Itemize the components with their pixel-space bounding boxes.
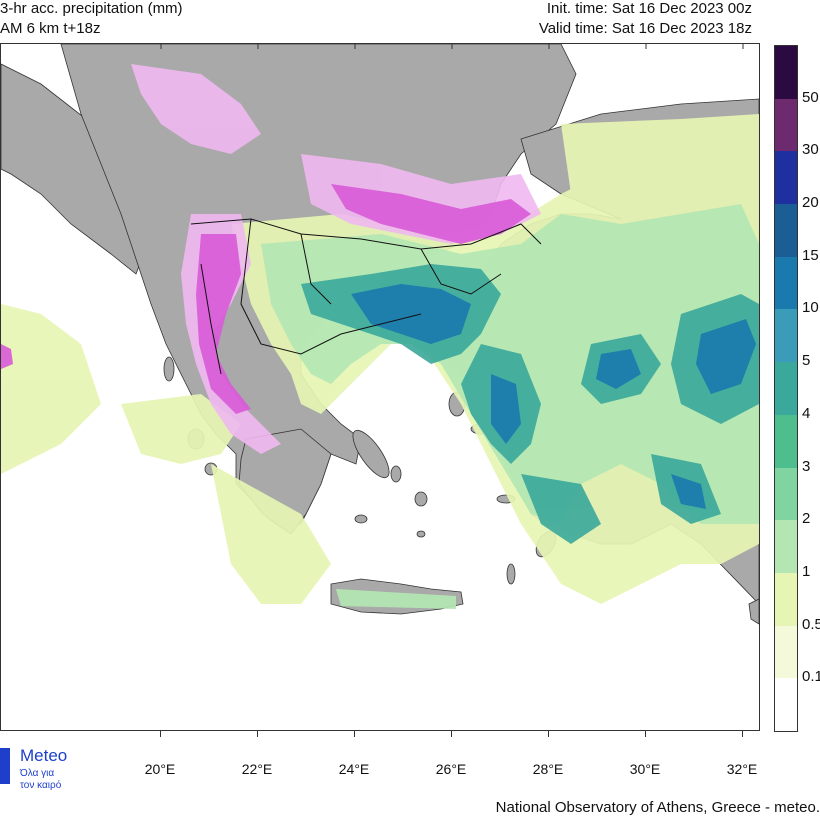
country-borders xyxy=(190,218,542,375)
init-time: Init. time: Sat 16 Dec 2023 00z xyxy=(546,0,752,17)
precipitation-map xyxy=(0,43,760,731)
land-italy xyxy=(1,63,152,275)
lon-tick xyxy=(548,731,549,737)
lon-tick xyxy=(160,731,161,737)
logo-mark-icon xyxy=(0,748,10,784)
legend-label: 3 xyxy=(802,457,811,475)
logo-name: Meteo xyxy=(20,746,68,765)
lon-label-28: 28°E xyxy=(532,761,564,777)
legend-label: 20 xyxy=(802,194,819,212)
lon-tick xyxy=(645,731,646,737)
legend-swatch xyxy=(775,204,797,257)
legend-label: 50 xyxy=(802,88,819,106)
footer-credit: National Observatory of Athens, Greece -… xyxy=(495,799,820,816)
lon-label-20: 20°E xyxy=(144,761,176,777)
legend-label: 5 xyxy=(802,352,811,370)
legend-label: 10 xyxy=(802,299,819,317)
logo-subtitle-1: Όλα για xyxy=(20,768,55,779)
top-ticks xyxy=(160,44,744,49)
lon-label-26: 26°E xyxy=(435,761,467,777)
legend-swatch xyxy=(775,46,797,99)
lon-label-22: 22°E xyxy=(241,761,273,777)
valid-time: Valid time: Sat 16 Dec 2023 18z xyxy=(538,20,752,37)
legend-swatch xyxy=(775,572,797,626)
legend-swatch xyxy=(775,309,797,363)
color-legend xyxy=(774,45,798,732)
lon-label-30: 30°E xyxy=(629,761,661,777)
legend-swatch xyxy=(775,414,797,468)
map-title: 3-hr acc. precipitation (mm) xyxy=(0,0,183,17)
legend-swatch xyxy=(775,362,797,415)
model-subtitle: AM 6 km t+18z xyxy=(0,20,101,37)
logo-subtitle-2: τον καιρό xyxy=(20,780,62,791)
lon-tick xyxy=(354,731,355,737)
land-cyprus xyxy=(748,598,759,625)
legend-swatch xyxy=(775,98,797,152)
land-andros xyxy=(390,465,402,483)
land-naxos xyxy=(414,491,428,507)
lon-tick xyxy=(742,731,743,737)
legend-label: 0.1 xyxy=(802,668,820,686)
legend-swatch xyxy=(775,256,797,310)
lon-tick xyxy=(451,731,452,737)
legend-label: 15 xyxy=(802,246,819,264)
legend-swatch xyxy=(775,520,797,573)
legend-swatch xyxy=(775,467,797,521)
land-corfu xyxy=(163,356,175,382)
legend-label: 30 xyxy=(802,141,819,159)
map-canvas xyxy=(1,44,759,625)
legend-swatch xyxy=(775,625,797,679)
longitude-axis: 20°E 22°E 24°E 26°E 28°E 30°E 32°E xyxy=(0,731,760,777)
land-karpathos xyxy=(506,563,516,585)
legend-swatch xyxy=(775,678,797,731)
land-evia xyxy=(352,429,390,479)
land-santorini xyxy=(416,530,426,538)
legend-swatch xyxy=(775,151,797,205)
lon-label-32: 32°E xyxy=(726,761,758,777)
legend-label: 0.5 xyxy=(802,615,820,633)
precip-very-heavy xyxy=(351,284,756,509)
lon-label-24: 24°E xyxy=(338,761,370,777)
legend-label: 1 xyxy=(802,562,811,580)
meteo-logo: Meteo Όλα για τον καιρό xyxy=(0,746,120,796)
land-milos xyxy=(354,514,368,524)
legend-label: 2 xyxy=(802,510,811,528)
lon-tick xyxy=(257,731,258,737)
legend-label: 4 xyxy=(802,404,811,422)
precip-snow-heavy xyxy=(1,184,531,414)
